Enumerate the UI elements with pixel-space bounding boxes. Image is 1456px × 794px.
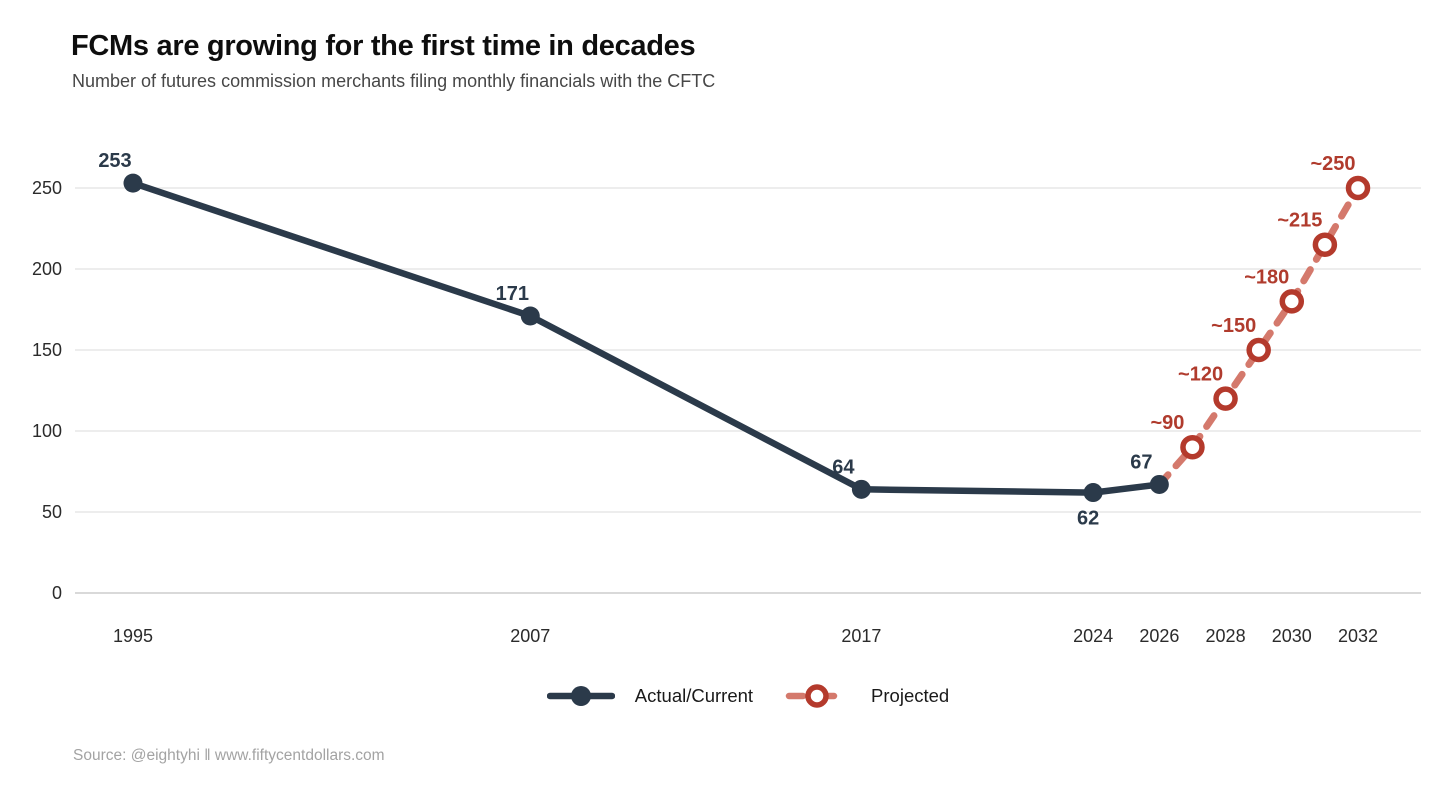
svg-text:2030: 2030 xyxy=(1272,626,1312,646)
actual-line-marker-icon xyxy=(546,686,615,706)
legend-label-actual: Actual/Current xyxy=(634,685,754,706)
legend-item-projected: Projected xyxy=(783,684,949,708)
svg-text:67: 67 xyxy=(1130,451,1152,473)
legend-item-actual: Actual/Current xyxy=(546,684,754,708)
svg-text:200: 200 xyxy=(32,259,62,279)
projected-dashed-marker-icon xyxy=(783,684,852,708)
svg-text:2024: 2024 xyxy=(1073,626,1113,646)
svg-text:171: 171 xyxy=(496,283,529,305)
svg-text:2032: 2032 xyxy=(1338,626,1378,646)
svg-text:2017: 2017 xyxy=(841,626,881,646)
chart-subtitle: Number of futures commission merchants f… xyxy=(72,71,716,91)
svg-text:100: 100 xyxy=(32,421,62,441)
svg-text:1995: 1995 xyxy=(113,626,153,646)
svg-text:2026: 2026 xyxy=(1139,626,1179,646)
svg-text:64: 64 xyxy=(832,456,855,478)
svg-text:253: 253 xyxy=(98,150,131,172)
svg-text:2007: 2007 xyxy=(510,626,550,646)
svg-text:~215: ~215 xyxy=(1277,210,1322,232)
svg-text:62: 62 xyxy=(1077,508,1099,530)
legend-label-projected: Projected xyxy=(871,685,950,706)
svg-text:~90: ~90 xyxy=(1150,412,1184,434)
svg-text:~250: ~250 xyxy=(1310,153,1355,175)
svg-text:50: 50 xyxy=(42,502,62,522)
svg-text:~120: ~120 xyxy=(1178,364,1223,386)
svg-text:~150: ~150 xyxy=(1211,315,1256,337)
chart-title: FCMs are growing for the first time in d… xyxy=(71,30,696,62)
svg-text:~180: ~180 xyxy=(1244,266,1289,288)
svg-text:2028: 2028 xyxy=(1206,626,1246,646)
svg-text:250: 250 xyxy=(32,178,62,198)
svg-text:150: 150 xyxy=(32,340,62,360)
source-credit: Source: @eightyhi ‖ www.fiftycentdollars… xyxy=(73,747,385,764)
svg-text:0: 0 xyxy=(52,583,62,603)
legend: Actual/Current Projected xyxy=(20,684,1456,708)
